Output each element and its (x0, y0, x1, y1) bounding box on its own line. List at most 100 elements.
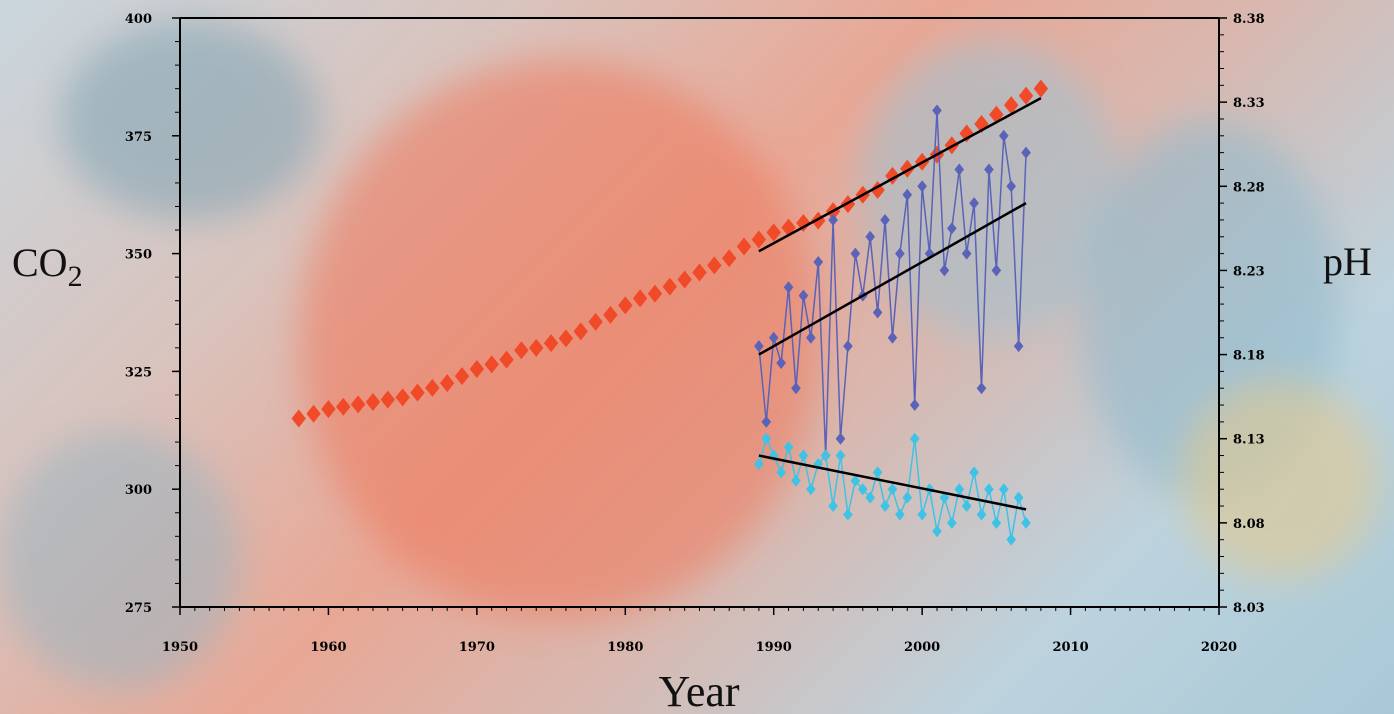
data-point (947, 222, 957, 235)
data-point (961, 247, 972, 260)
data-point (902, 491, 913, 504)
data-point (766, 223, 781, 242)
data-point (850, 247, 861, 260)
series-layer (291, 79, 1049, 546)
data-point (984, 163, 994, 176)
data-point (998, 129, 1009, 142)
x-tick-label: 1960 (310, 640, 346, 655)
y-axis-left-title: CO2 (12, 240, 83, 293)
ticks: 1950 1960 1970 1980 1990 2000 2010 2020 275 300 32… (125, 12, 1265, 655)
x-tick-label: 1980 (607, 640, 643, 655)
data-point (984, 483, 994, 496)
data-point (761, 415, 772, 428)
data-point (895, 247, 905, 260)
data-point (895, 508, 905, 521)
x-tick-label: 2010 (1052, 640, 1088, 655)
data-point (932, 525, 942, 538)
data-point (880, 213, 890, 226)
data-point (707, 256, 722, 275)
data-point (469, 360, 485, 379)
data-point (798, 449, 809, 462)
data-point (439, 374, 455, 393)
trend-line (758, 454, 1027, 511)
data-point (677, 270, 692, 289)
data-point (454, 367, 470, 386)
data-point (1004, 96, 1019, 115)
y-left-tick-label: 375 (125, 130, 152, 145)
data-point (991, 264, 1002, 277)
data-point (632, 289, 648, 308)
data-point (751, 230, 767, 249)
trend-layer (758, 97, 1042, 511)
data-point (395, 388, 410, 407)
data-point (543, 334, 559, 353)
y-left-tick-label: 350 (125, 248, 152, 263)
data-point (835, 449, 846, 462)
y-right-tick-label: 8.23 (1233, 264, 1265, 279)
y-right-tick-label: 8.08 (1233, 517, 1265, 532)
data-point (1013, 491, 1024, 504)
y-left-tick-label: 325 (125, 365, 152, 380)
data-point (843, 508, 853, 521)
data-point (588, 312, 603, 331)
data-point (850, 474, 861, 487)
data-point (806, 483, 816, 496)
data-point (991, 516, 1002, 529)
data-point (1013, 340, 1024, 353)
data-point (961, 500, 972, 513)
data-point (796, 213, 811, 232)
data-point (380, 390, 395, 409)
data-point (776, 466, 786, 479)
data-point (902, 188, 913, 201)
data-point (917, 508, 927, 521)
series-3 (754, 432, 1031, 546)
data-point (558, 329, 574, 348)
data-point (529, 338, 544, 357)
data-point (783, 441, 794, 454)
y-right-tick-label: 8.13 (1233, 433, 1265, 448)
data-point (761, 432, 772, 445)
data-point (828, 213, 838, 226)
data-point (618, 296, 633, 315)
data-point (573, 322, 588, 341)
data-point (887, 331, 898, 344)
data-point (410, 383, 425, 402)
series-1 (291, 79, 1049, 428)
data-point (947, 516, 957, 529)
data-point (291, 409, 306, 428)
data-point (865, 230, 875, 243)
data-point (768, 331, 779, 344)
data-point (754, 340, 764, 353)
data-point (1006, 533, 1016, 546)
data-point (603, 305, 618, 324)
x-tick-label: 1970 (459, 640, 495, 655)
y-axis-right-title: pH (1323, 239, 1372, 284)
data-point (976, 382, 987, 395)
x-tick-label: 1990 (756, 640, 792, 655)
data-point (872, 466, 883, 479)
data-point (932, 104, 942, 117)
x-tick-label: 1950 (162, 640, 198, 655)
data-point (350, 395, 366, 414)
data-point (820, 449, 831, 462)
data-point (954, 163, 965, 176)
x-tick-label: 2000 (904, 640, 940, 655)
data-point (870, 180, 885, 199)
data-point (692, 263, 707, 282)
data-point (989, 105, 1004, 124)
data-point (959, 124, 974, 143)
data-point (843, 340, 853, 353)
data-point (306, 404, 321, 423)
data-point (865, 491, 875, 504)
data-point (939, 264, 950, 277)
data-point (828, 500, 838, 513)
data-point (813, 256, 824, 269)
data-point (484, 355, 499, 374)
data-point (909, 399, 920, 412)
data-point (647, 284, 663, 303)
data-point (791, 474, 801, 487)
data-point (798, 289, 809, 302)
data-point (872, 306, 883, 319)
data-point (662, 277, 678, 296)
y-right-tick-label: 8.03 (1233, 601, 1265, 616)
